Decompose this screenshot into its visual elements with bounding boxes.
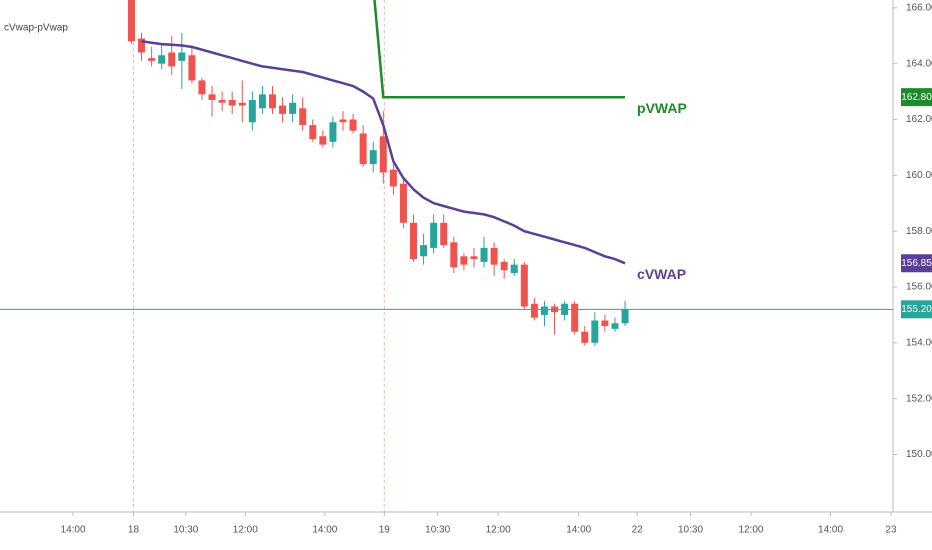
candle-body — [188, 55, 196, 81]
series-line — [373, 0, 625, 99]
price-badge-label: 156.85 — [901, 258, 932, 269]
x-tick-label: 10:30 — [173, 525, 198, 536]
series-label: cVWAP — [637, 266, 686, 282]
candle-body — [319, 136, 327, 145]
candle-body — [289, 102, 297, 114]
candle-body — [581, 331, 589, 343]
candle-body — [571, 303, 579, 332]
candle-body — [148, 58, 156, 61]
candle-body — [561, 303, 569, 315]
candle-body — [460, 256, 468, 265]
candle-body — [591, 320, 599, 343]
candle-body — [420, 245, 428, 257]
y-tick-label: 160.00 — [906, 170, 932, 181]
candle-body — [138, 38, 146, 53]
candle-body — [440, 222, 448, 246]
candle-body — [389, 169, 397, 187]
candle-body — [218, 99, 226, 103]
price-badge-label: 162.80 — [901, 92, 932, 103]
candle-body — [309, 125, 317, 140]
x-tick-label: 12:00 — [738, 525, 763, 536]
candle-body — [238, 102, 246, 106]
x-tick-label: 22 — [632, 525, 644, 536]
candle-body — [430, 222, 438, 248]
candle-body — [540, 306, 548, 315]
x-tick-label: 12:00 — [486, 525, 511, 536]
y-tick-label: 150.00 — [906, 449, 932, 460]
candle-body — [329, 122, 337, 142]
candle-body — [258, 94, 266, 109]
candle-body — [299, 108, 307, 126]
candle-body — [268, 94, 276, 109]
candle-body — [359, 133, 367, 165]
candle-body — [349, 119, 357, 131]
y-tick-label: 156.00 — [906, 282, 932, 293]
candle-body — [601, 320, 609, 327]
x-tick-label: 14:00 — [818, 525, 843, 536]
candle-body — [480, 247, 488, 262]
candle-body — [339, 119, 347, 123]
price-badge — [901, 254, 932, 273]
y-tick-label: 166.00 — [906, 2, 932, 13]
x-tick-label: 19 — [379, 525, 391, 536]
candle-body — [621, 309, 629, 324]
candle-body — [168, 52, 176, 67]
plot-area — [0, 0, 893, 512]
candle-body — [127, 0, 135, 42]
candle-body — [178, 52, 186, 61]
y-tick-label: 164.00 — [906, 58, 932, 69]
candle-body — [510, 264, 518, 274]
candle-body — [198, 80, 206, 95]
candle-body — [228, 99, 236, 106]
candle-body — [551, 306, 559, 313]
candle-body — [399, 183, 407, 223]
price-badge-label: 155.20 — [901, 304, 932, 315]
x-tick-label: 12:00 — [233, 525, 258, 536]
price-badge — [901, 88, 932, 107]
y-tick-label: 152.00 — [906, 393, 932, 404]
y-tick-label: 162.00 — [906, 114, 932, 125]
candle-body — [490, 247, 498, 265]
candle-body — [530, 303, 538, 318]
x-tick-label: 14:00 — [566, 525, 591, 536]
candle-body — [369, 150, 377, 165]
chart-title: cVwap-pVwap — [4, 23, 68, 34]
price-badge — [901, 300, 932, 319]
candle-body — [611, 323, 619, 329]
candle-body — [279, 105, 287, 114]
x-tick-label: 23 — [885, 525, 897, 536]
candle-body — [158, 55, 166, 64]
series-line — [141, 40, 626, 265]
candle-body — [410, 222, 418, 260]
candle-body — [379, 136, 387, 173]
x-tick-label: 14:00 — [61, 525, 86, 536]
x-tick-label: 14:00 — [312, 525, 337, 536]
candle-body — [520, 264, 528, 307]
x-tick-label: 10:30 — [678, 525, 703, 536]
candle-body — [500, 261, 508, 271]
candle-body — [248, 99, 256, 123]
series-label: pVWAP — [637, 100, 687, 116]
y-tick-label: 158.00 — [906, 226, 932, 237]
candle-body — [470, 256, 478, 260]
x-tick-label: 18 — [128, 525, 140, 536]
candle-body — [208, 94, 216, 100]
x-tick-label: 10:30 — [425, 525, 450, 536]
y-tick-label: 154.00 — [906, 337, 932, 348]
candle-body — [450, 242, 458, 268]
